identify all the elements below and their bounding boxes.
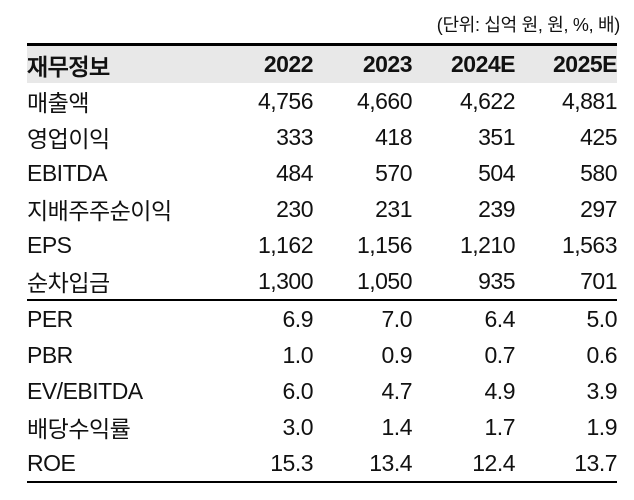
row-label: 매출액 <box>27 90 89 116</box>
table-row: PER 6.9 7.0 6.4 5.0 <box>27 300 617 337</box>
cell: 1.9 <box>586 413 617 440</box>
column-header-financial-info: 재무정보 <box>27 53 110 80</box>
cell: 0.7 <box>484 341 515 368</box>
cell: 7.0 <box>381 305 412 332</box>
cell: 4,756 <box>257 87 313 114</box>
cell: 3.9 <box>586 377 617 404</box>
cell: 425 <box>580 123 617 150</box>
table-row: PBR 1.0 0.9 0.7 0.6 <box>27 337 617 373</box>
cell: 4.7 <box>381 377 412 404</box>
cell: 0.9 <box>381 341 412 368</box>
row-label: PBR <box>27 341 73 368</box>
table-row: 영업이익 333 418 351 425 <box>27 119 617 155</box>
table-row: 매출액 4,756 4,660 4,622 4,881 <box>27 83 617 119</box>
cell: 418 <box>375 123 412 150</box>
table-row: EBITDA 484 570 504 580 <box>27 155 617 191</box>
row-label: ROE <box>27 445 212 483</box>
cell: 4,881 <box>561 87 617 114</box>
cell: 0.6 <box>586 341 617 368</box>
cell: 4,622 <box>459 87 515 114</box>
financial-table: 재무정보 2022 2023 2024E 2025E 매출액 4,756 4,660… <box>27 43 617 483</box>
column-header-2025e: 2025E <box>552 51 617 77</box>
cell: 1,300 <box>212 263 313 301</box>
cell: 1.7 <box>484 413 515 440</box>
table-row: 배당수익률 3.0 1.4 1.7 1.9 <box>27 409 617 445</box>
cell: 484 <box>276 159 313 186</box>
cell: 701 <box>515 263 617 301</box>
table-row: ROE 15.3 13.4 12.4 13.7 <box>27 445 617 483</box>
cell: 1,162 <box>257 231 313 258</box>
table-row: 지배주주순이익 230 231 239 297 <box>27 191 617 227</box>
cell: 1.0 <box>282 341 313 368</box>
cell: 15.3 <box>212 445 313 483</box>
row-label: EBITDA <box>27 159 108 186</box>
cell: 13.4 <box>313 445 412 483</box>
cell: 6.4 <box>484 305 515 332</box>
cell: 580 <box>580 159 617 186</box>
table-row: EV/EBITDA 6.0 4.7 4.9 3.9 <box>27 373 617 409</box>
row-label: PER <box>27 305 73 332</box>
cell: 1,210 <box>459 231 515 258</box>
cell: 333 <box>276 123 313 150</box>
cell: 230 <box>276 195 313 222</box>
row-label: 배당수익률 <box>27 416 131 442</box>
column-header-2022: 2022 <box>263 51 313 77</box>
table-body: 매출액 4,756 4,660 4,622 4,881 영업이익 333 418 351 425 E… <box>27 83 617 483</box>
row-label: 영업이익 <box>27 126 110 152</box>
cell: 935 <box>412 263 515 301</box>
row-label: 순차입금 <box>27 263 212 301</box>
cell: 12.4 <box>412 445 515 483</box>
cell: 570 <box>375 159 412 186</box>
table-header: 재무정보 2022 2023 2024E 2025E <box>27 44 617 83</box>
cell: 1,050 <box>313 263 412 301</box>
cell: 6.9 <box>282 305 313 332</box>
cell: 4.9 <box>484 377 515 404</box>
row-label: 지배주주순이익 <box>27 198 172 224</box>
table-row: 순차입금 1,300 1,050 935 701 <box>27 263 617 301</box>
cell: 1,563 <box>561 231 617 258</box>
cell: 6.0 <box>282 377 313 404</box>
cell: 231 <box>375 195 412 222</box>
cell: 504 <box>478 159 515 186</box>
table-row: EPS 1,162 1,156 1,210 1,563 <box>27 227 617 263</box>
header-row: 재무정보 2022 2023 2024E 2025E <box>27 44 617 83</box>
row-label: EPS <box>27 231 72 258</box>
cell: 3.0 <box>282 413 313 440</box>
cell: 1,156 <box>356 231 412 258</box>
cell: 5.0 <box>586 305 617 332</box>
cell: 351 <box>478 123 515 150</box>
cell: 4,660 <box>356 87 412 114</box>
cell: 239 <box>478 195 515 222</box>
column-header-2023: 2023 <box>362 51 412 77</box>
cell: 13.7 <box>515 445 617 483</box>
unit-note: (단위: 십억 원, 원, %, 배) <box>436 15 621 35</box>
row-label: EV/EBITDA <box>27 377 143 404</box>
cell: 297 <box>580 195 617 222</box>
column-header-2024e: 2024E <box>450 51 515 77</box>
cell: 1.4 <box>381 413 412 440</box>
